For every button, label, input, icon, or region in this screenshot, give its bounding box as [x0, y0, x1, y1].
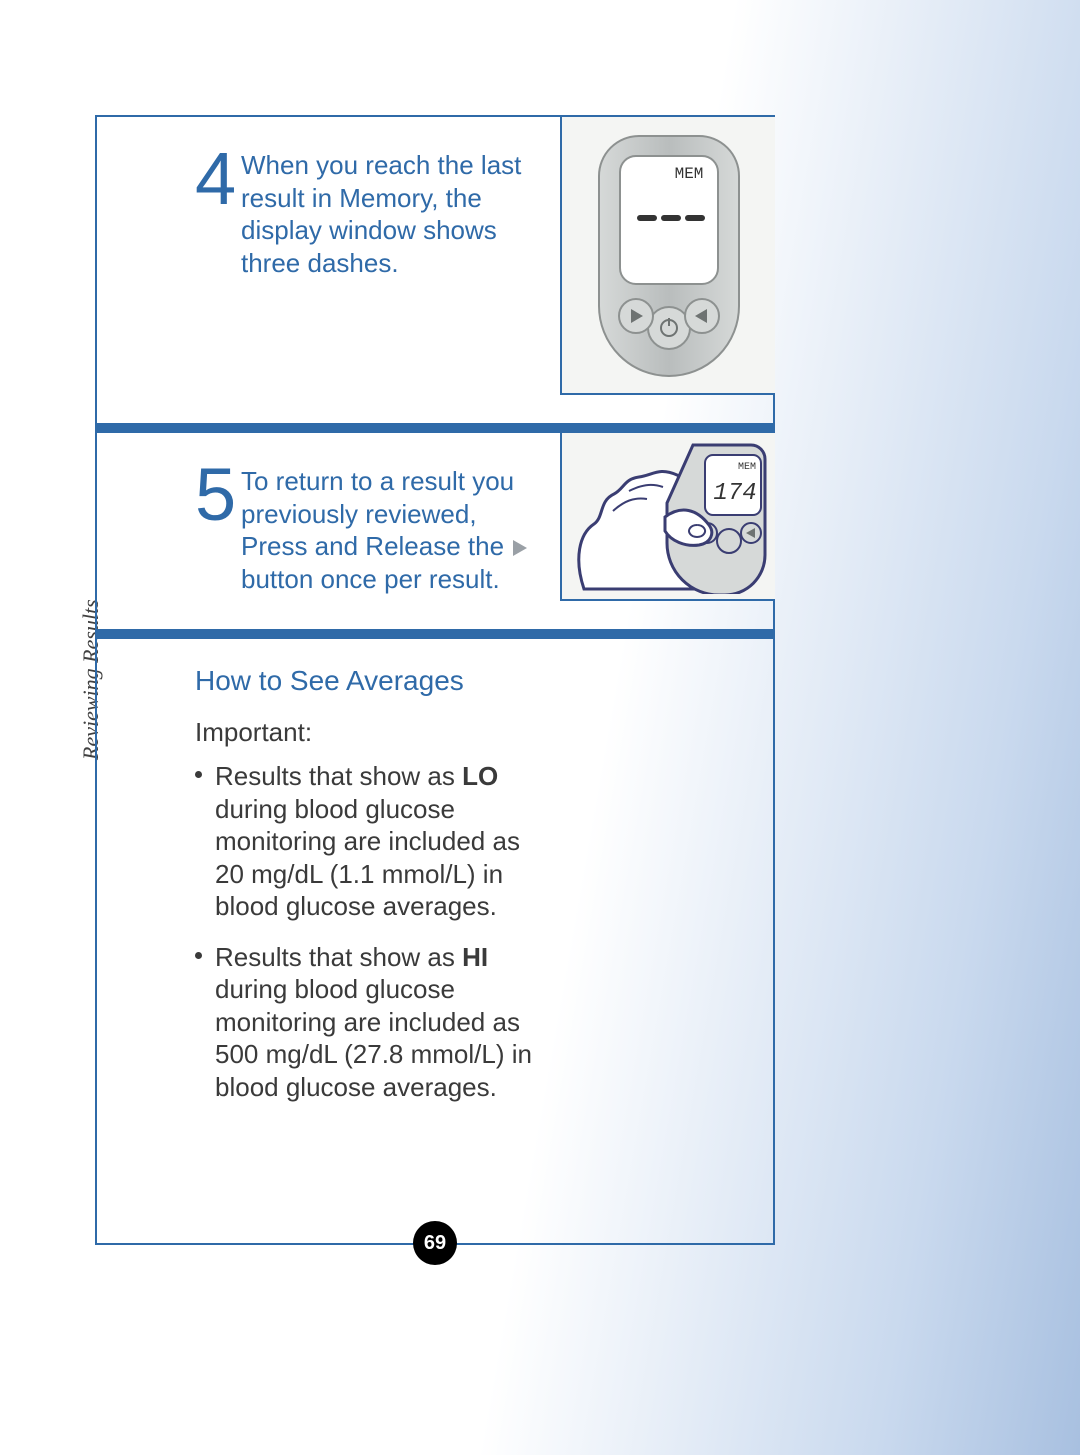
bullet-lo-bold: LO [462, 761, 498, 791]
meter-mem-label: MEM [674, 165, 703, 183]
bullet-hi: Results that show as HI during blood glu… [195, 941, 535, 1104]
bullet-hi-post: during blood glucose monitoring are incl… [215, 974, 532, 1102]
bullet-hi-bold: HI [462, 942, 488, 972]
page-frame: 4 When you reach the last result in Memo… [95, 115, 775, 1245]
hand-pressing-meter-icon: MEM 174 [569, 439, 769, 594]
step-4-text: When you reach the last result in Memory… [241, 149, 541, 279]
right-arrow-icon [513, 540, 527, 556]
bullet-lo-pre: Results that show as [215, 761, 462, 791]
separator-2 [97, 629, 773, 639]
step-5-text: To return to a result you previously rev… [241, 465, 541, 595]
bullet-lo-post: during blood glucose monitoring are incl… [215, 794, 520, 922]
bullet-lo: Results that show as LO during blood glu… [195, 760, 535, 923]
step-4-illustration: MEM [560, 115, 775, 395]
step-5-text-a: To return to a result you previously rev… [241, 466, 514, 561]
svg-text:174: 174 [713, 480, 756, 507]
step-5-text-b: button once per result. [241, 564, 500, 594]
step-4: 4 When you reach the last result in Memo… [97, 117, 773, 423]
svg-text:MEM: MEM [737, 462, 755, 473]
important-label: Important: [195, 717, 773, 748]
averages-section: How to See Averages Important: Results t… [97, 665, 773, 1103]
glucose-meter-icon: MEM [594, 130, 744, 380]
averages-title: How to See Averages [195, 665, 773, 697]
bullet-hi-pre: Results that show as [215, 942, 462, 972]
averages-bullets: Results that show as LO during blood glu… [195, 760, 535, 1103]
page-number-badge: 69 [413, 1221, 457, 1265]
step-5-illustration: MEM 174 [560, 431, 775, 601]
step-5: 5 To return to a result you previously r… [97, 433, 773, 629]
